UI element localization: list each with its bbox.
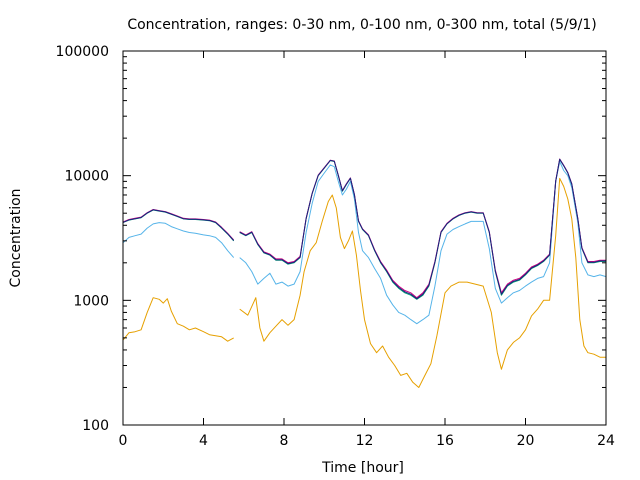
x-axis: 0 4 8 12 16 20 24 bbox=[119, 51, 615, 449]
x-tick-label: 4 bbox=[199, 433, 208, 449]
x-tick-label: 12 bbox=[356, 433, 374, 449]
y-tick-label: 10000 bbox=[64, 169, 109, 185]
plot-area bbox=[122, 158, 607, 388]
series-4-line-segment-2 bbox=[239, 158, 606, 299]
y-axis-label: Concentration bbox=[8, 188, 24, 287]
x-tick-label: 20 bbox=[517, 433, 535, 449]
x-tick-label: 0 bbox=[119, 433, 128, 449]
series-5-line-segment-1 bbox=[122, 209, 235, 241]
y-tick-label: 1000 bbox=[73, 293, 109, 309]
y-axis: 100 1000 10000 100000 bbox=[56, 44, 606, 434]
series-2-line-segment-2 bbox=[239, 161, 607, 325]
x-tick-label: 8 bbox=[280, 433, 289, 449]
x-tick-label: 24 bbox=[597, 433, 615, 449]
series-1-line-segment-2 bbox=[239, 177, 606, 388]
series-2-line-segment-1 bbox=[122, 222, 235, 258]
series-1-line-segment-1 bbox=[122, 297, 234, 342]
y-tick-label: 100000 bbox=[56, 44, 109, 60]
series-5-line-segment-2 bbox=[239, 158, 606, 300]
chart-title: Concentration, ranges: 0-30 nm, 0-100 nm… bbox=[127, 17, 596, 33]
plot-frame bbox=[122, 50, 607, 426]
series-3-line-segment-2 bbox=[239, 158, 606, 300]
x-tick-label: 16 bbox=[436, 433, 454, 449]
series-3-line-segment-1 bbox=[122, 209, 235, 242]
y-tick-label: 100 bbox=[82, 418, 109, 434]
series-4-line-segment-1 bbox=[122, 209, 235, 241]
x-axis-label: Time [hour] bbox=[321, 460, 404, 476]
